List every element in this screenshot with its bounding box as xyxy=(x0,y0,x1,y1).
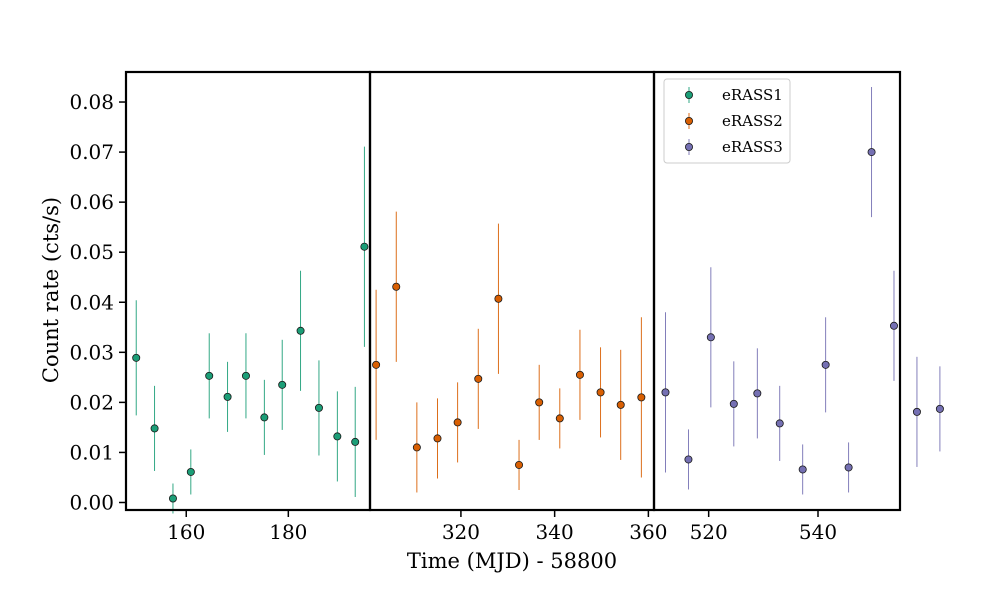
data-point xyxy=(205,371,214,380)
legend-box xyxy=(663,78,791,164)
data-point xyxy=(412,443,421,452)
x-axis-title: Time (MJD) - 58800 xyxy=(407,549,617,573)
panel-2: 320 340 360 xyxy=(368,70,667,544)
data-point xyxy=(241,371,250,380)
panel-frame xyxy=(652,70,902,512)
data-point xyxy=(912,407,921,416)
data-point xyxy=(453,418,462,427)
legend-item: eRASS3 xyxy=(685,138,783,156)
legend-label: eRASS2 xyxy=(722,112,783,130)
x-tick-label: 160 xyxy=(167,520,205,544)
panel-frame xyxy=(368,70,656,512)
data-point xyxy=(494,294,503,303)
data-point xyxy=(278,380,287,389)
data-point xyxy=(596,388,605,397)
series-eRASS2 xyxy=(372,211,646,493)
data-point xyxy=(706,333,715,342)
x-tick-label: 320 xyxy=(442,520,480,544)
data-point xyxy=(132,353,141,362)
data-point xyxy=(372,360,381,369)
data-point xyxy=(798,465,807,474)
legend-label: eRASS3 xyxy=(722,138,783,156)
panel-frame xyxy=(124,70,372,512)
x-tick-label: 180 xyxy=(269,520,307,544)
y-tick-label: 0.08 xyxy=(69,90,114,114)
y-tick-label: 0.07 xyxy=(69,140,114,164)
data-point xyxy=(637,393,646,402)
x-tick-label: 340 xyxy=(536,520,574,544)
legend-item: eRASS1 xyxy=(685,86,783,104)
data-point xyxy=(935,404,944,413)
data-point xyxy=(333,432,342,441)
data-point xyxy=(616,400,625,409)
y-tick-label: 0.05 xyxy=(69,240,114,264)
data-point xyxy=(314,403,323,412)
legend-item: eRASS2 xyxy=(685,112,783,130)
data-point xyxy=(351,437,360,446)
data-point xyxy=(186,467,195,476)
y-tick-label: 0.00 xyxy=(69,490,114,514)
panel-1: 160 180 xyxy=(124,70,372,544)
data-point xyxy=(360,242,369,251)
data-point xyxy=(168,494,177,503)
x-tick-label: 540 xyxy=(799,520,837,544)
data-point xyxy=(555,414,564,423)
data-point xyxy=(775,419,784,428)
data-point xyxy=(296,326,305,335)
data-point xyxy=(867,148,876,157)
data-point xyxy=(515,460,524,469)
data-point xyxy=(821,360,830,369)
legend-marker xyxy=(685,91,694,100)
data-point xyxy=(889,321,898,330)
data-point xyxy=(535,398,544,407)
data-point xyxy=(433,434,442,443)
data-point xyxy=(474,374,483,383)
data-point xyxy=(753,389,762,398)
y-tick-label: 0.06 xyxy=(69,190,114,214)
data-point xyxy=(575,370,584,379)
y-tick-label: 0.04 xyxy=(69,290,114,314)
x-tick-label: 520 xyxy=(690,520,728,544)
x-tick-label: 360 xyxy=(629,520,667,544)
y-tick-label: 0.03 xyxy=(69,340,114,364)
data-point xyxy=(260,413,269,422)
panel-3: 520 540 xyxy=(652,70,944,544)
y-axis: 0.00 0.01 0.02 0.03 0.04 0.05 0.06 0.07 0.08 xyxy=(69,90,126,514)
data-point xyxy=(392,282,401,291)
y-tick-label: 0.01 xyxy=(69,440,114,464)
legend-marker xyxy=(685,117,694,126)
data-point xyxy=(684,455,693,464)
data-point xyxy=(661,388,670,397)
series-eRASS1 xyxy=(132,146,369,514)
data-point xyxy=(150,424,159,433)
data-point xyxy=(223,392,232,401)
data-point xyxy=(844,463,853,472)
data-point xyxy=(729,399,738,408)
legend-label: eRASS1 xyxy=(722,86,783,104)
y-tick-label: 0.02 xyxy=(69,390,114,414)
legend-marker xyxy=(685,142,694,151)
chart-panels: 160 180 320 340 360 520 540 xyxy=(124,70,944,544)
series-eRASS3 xyxy=(661,87,944,495)
y-axis-title: Count rate (cts/s) xyxy=(39,197,63,383)
legend: eRASS1 eRASS2 eRASS3 xyxy=(663,78,791,164)
